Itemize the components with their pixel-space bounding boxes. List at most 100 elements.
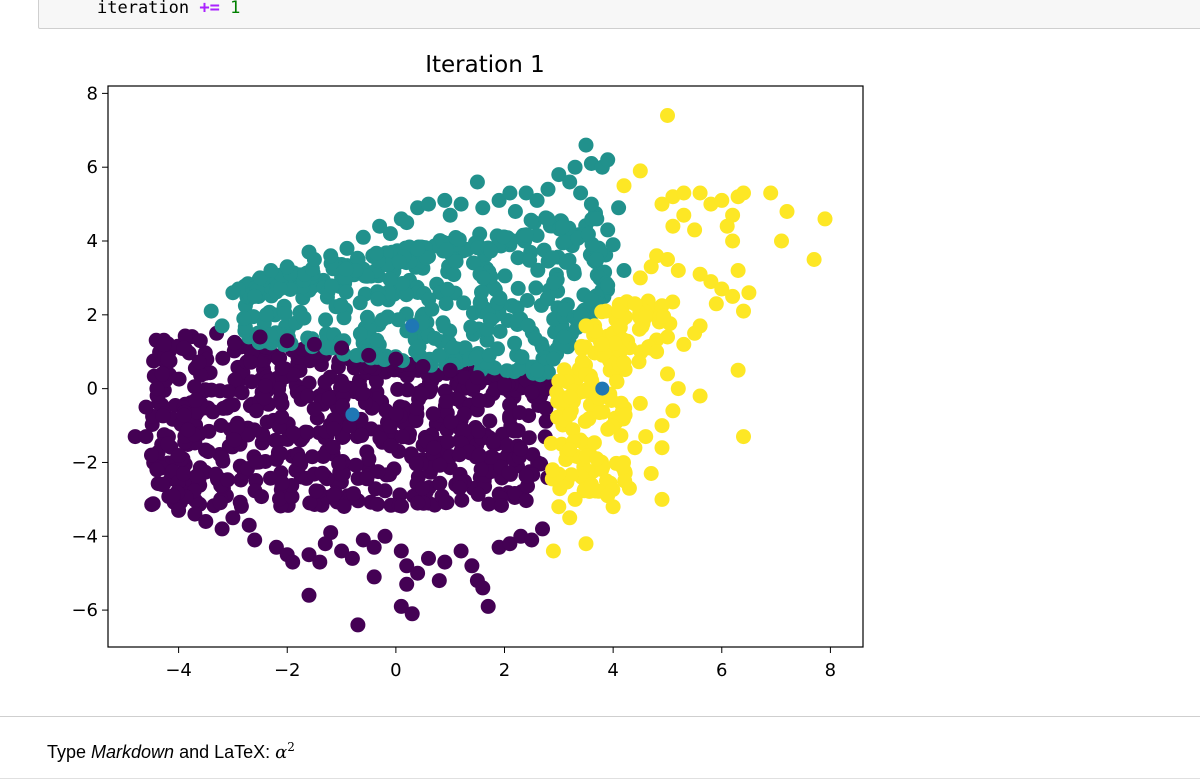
cluster-core-point (483, 243, 499, 259)
scatter-point (404, 606, 420, 622)
scatter-point (355, 229, 371, 245)
cluster-core-point (482, 312, 498, 328)
cluster-core-point (155, 408, 171, 424)
cluster-core-point (594, 304, 610, 320)
y-tick-label: 2 (87, 305, 98, 326)
cluster-core-point (565, 422, 581, 438)
cluster-core-point (171, 448, 187, 463)
cluster-core-point (443, 414, 459, 430)
scatter-point (421, 196, 436, 212)
cluster-core-point (471, 447, 487, 463)
scatter-point (616, 263, 632, 278)
cluster-core-point (473, 293, 489, 309)
scatter-point (714, 281, 730, 297)
cluster-core-point (607, 335, 623, 351)
scatter-point (393, 598, 409, 614)
cluster-core-point (540, 211, 556, 227)
cluster-core-point (369, 496, 385, 512)
cluster-core-point (394, 498, 410, 514)
cluster-core-point (483, 449, 499, 465)
cluster-core-point (479, 332, 495, 348)
cluster-core-point (359, 309, 375, 325)
cluster-core-point (200, 444, 216, 460)
cluster-core-point (514, 349, 530, 365)
cluster-core-point (338, 261, 354, 277)
code-cell[interactable]: iteration += 1 (38, 0, 1200, 29)
scatter-point (562, 510, 578, 526)
scatter-point (676, 207, 692, 223)
cluster-core-point (215, 350, 231, 366)
scatter-point (518, 185, 534, 201)
cluster-core-point (454, 492, 470, 508)
scatter-point (334, 543, 350, 559)
x-tick-label: 8 (825, 660, 836, 681)
chart-title: Iteration 1 (425, 52, 545, 78)
data-points (127, 108, 833, 633)
cluster-core-point (656, 308, 672, 324)
cluster-core-point (226, 432, 242, 448)
y-axis-ticks: −6 −4 −2 0 2 4 6 8 (71, 83, 108, 621)
cluster-core-point (274, 360, 290, 376)
cluster-core-point (506, 423, 522, 439)
cluster-core-point (271, 381, 287, 397)
cluster-core-point (274, 409, 290, 425)
cluster-core-point (372, 430, 388, 446)
scatter-point (176, 340, 192, 356)
scatter-point (670, 263, 686, 278)
cluster-core-point (510, 250, 526, 266)
y-tick-label: −4 (71, 526, 98, 547)
cluster-core-point (326, 421, 342, 437)
markdown-text: Type Markdown and LaTeX: α2 (47, 740, 295, 763)
scatter-point (160, 351, 176, 367)
scatter-point (415, 359, 431, 374)
cluster-core-point (325, 439, 341, 455)
cluster-core-point (604, 393, 619, 408)
y-tick-label: −2 (71, 452, 98, 473)
scatter-point (562, 174, 578, 190)
scatter-point (312, 554, 328, 570)
cluster-core-point (530, 262, 546, 278)
cluster-core-point (414, 386, 430, 402)
cluster-core-point (388, 406, 404, 422)
scatter-point (660, 329, 675, 345)
cluster-core-point (522, 252, 538, 268)
markdown-prefix: Type (47, 742, 92, 762)
cluster-core-point (156, 337, 172, 353)
cluster-core-point (267, 432, 283, 448)
cluster-core-point (346, 486, 361, 502)
cluster-core-point (352, 326, 368, 342)
cluster-core-point (481, 347, 497, 363)
cluster-core-point (408, 456, 424, 472)
cluster-core-point (438, 495, 454, 511)
math-base: α (275, 742, 288, 763)
scatter-point (763, 185, 779, 201)
scatter-point (730, 263, 746, 278)
scatter-point (589, 252, 605, 267)
scatter-point (301, 587, 317, 603)
cluster-core-point (259, 307, 274, 323)
scatter-point (323, 525, 339, 541)
scatter-point (556, 329, 572, 345)
scatter-point (730, 362, 746, 378)
scatter-point (583, 292, 599, 308)
scatter-point (252, 329, 268, 345)
cluster-core-point (494, 498, 509, 513)
cluster-core-point (292, 452, 308, 468)
markdown-cell[interactable]: Type Markdown and LaTeX: α2 (0, 716, 1200, 782)
cluster-core-point (145, 496, 161, 512)
scatter-point (214, 521, 230, 537)
scatter-point (285, 554, 301, 570)
cluster-core-point (191, 354, 207, 370)
cluster-core-point (410, 495, 426, 511)
cluster-core-point (342, 418, 357, 434)
scatter-point (171, 502, 187, 518)
scatter-point (687, 222, 703, 238)
scatter-point (676, 185, 692, 201)
cluster-core-point (368, 373, 384, 389)
cluster-core-point (326, 487, 342, 503)
scatter-point (469, 370, 485, 386)
markdown-middle: and LaTeX: (174, 742, 276, 762)
cluster-core-point (274, 396, 290, 412)
scatter-point (497, 377, 512, 393)
cluster-core-point (518, 493, 534, 509)
